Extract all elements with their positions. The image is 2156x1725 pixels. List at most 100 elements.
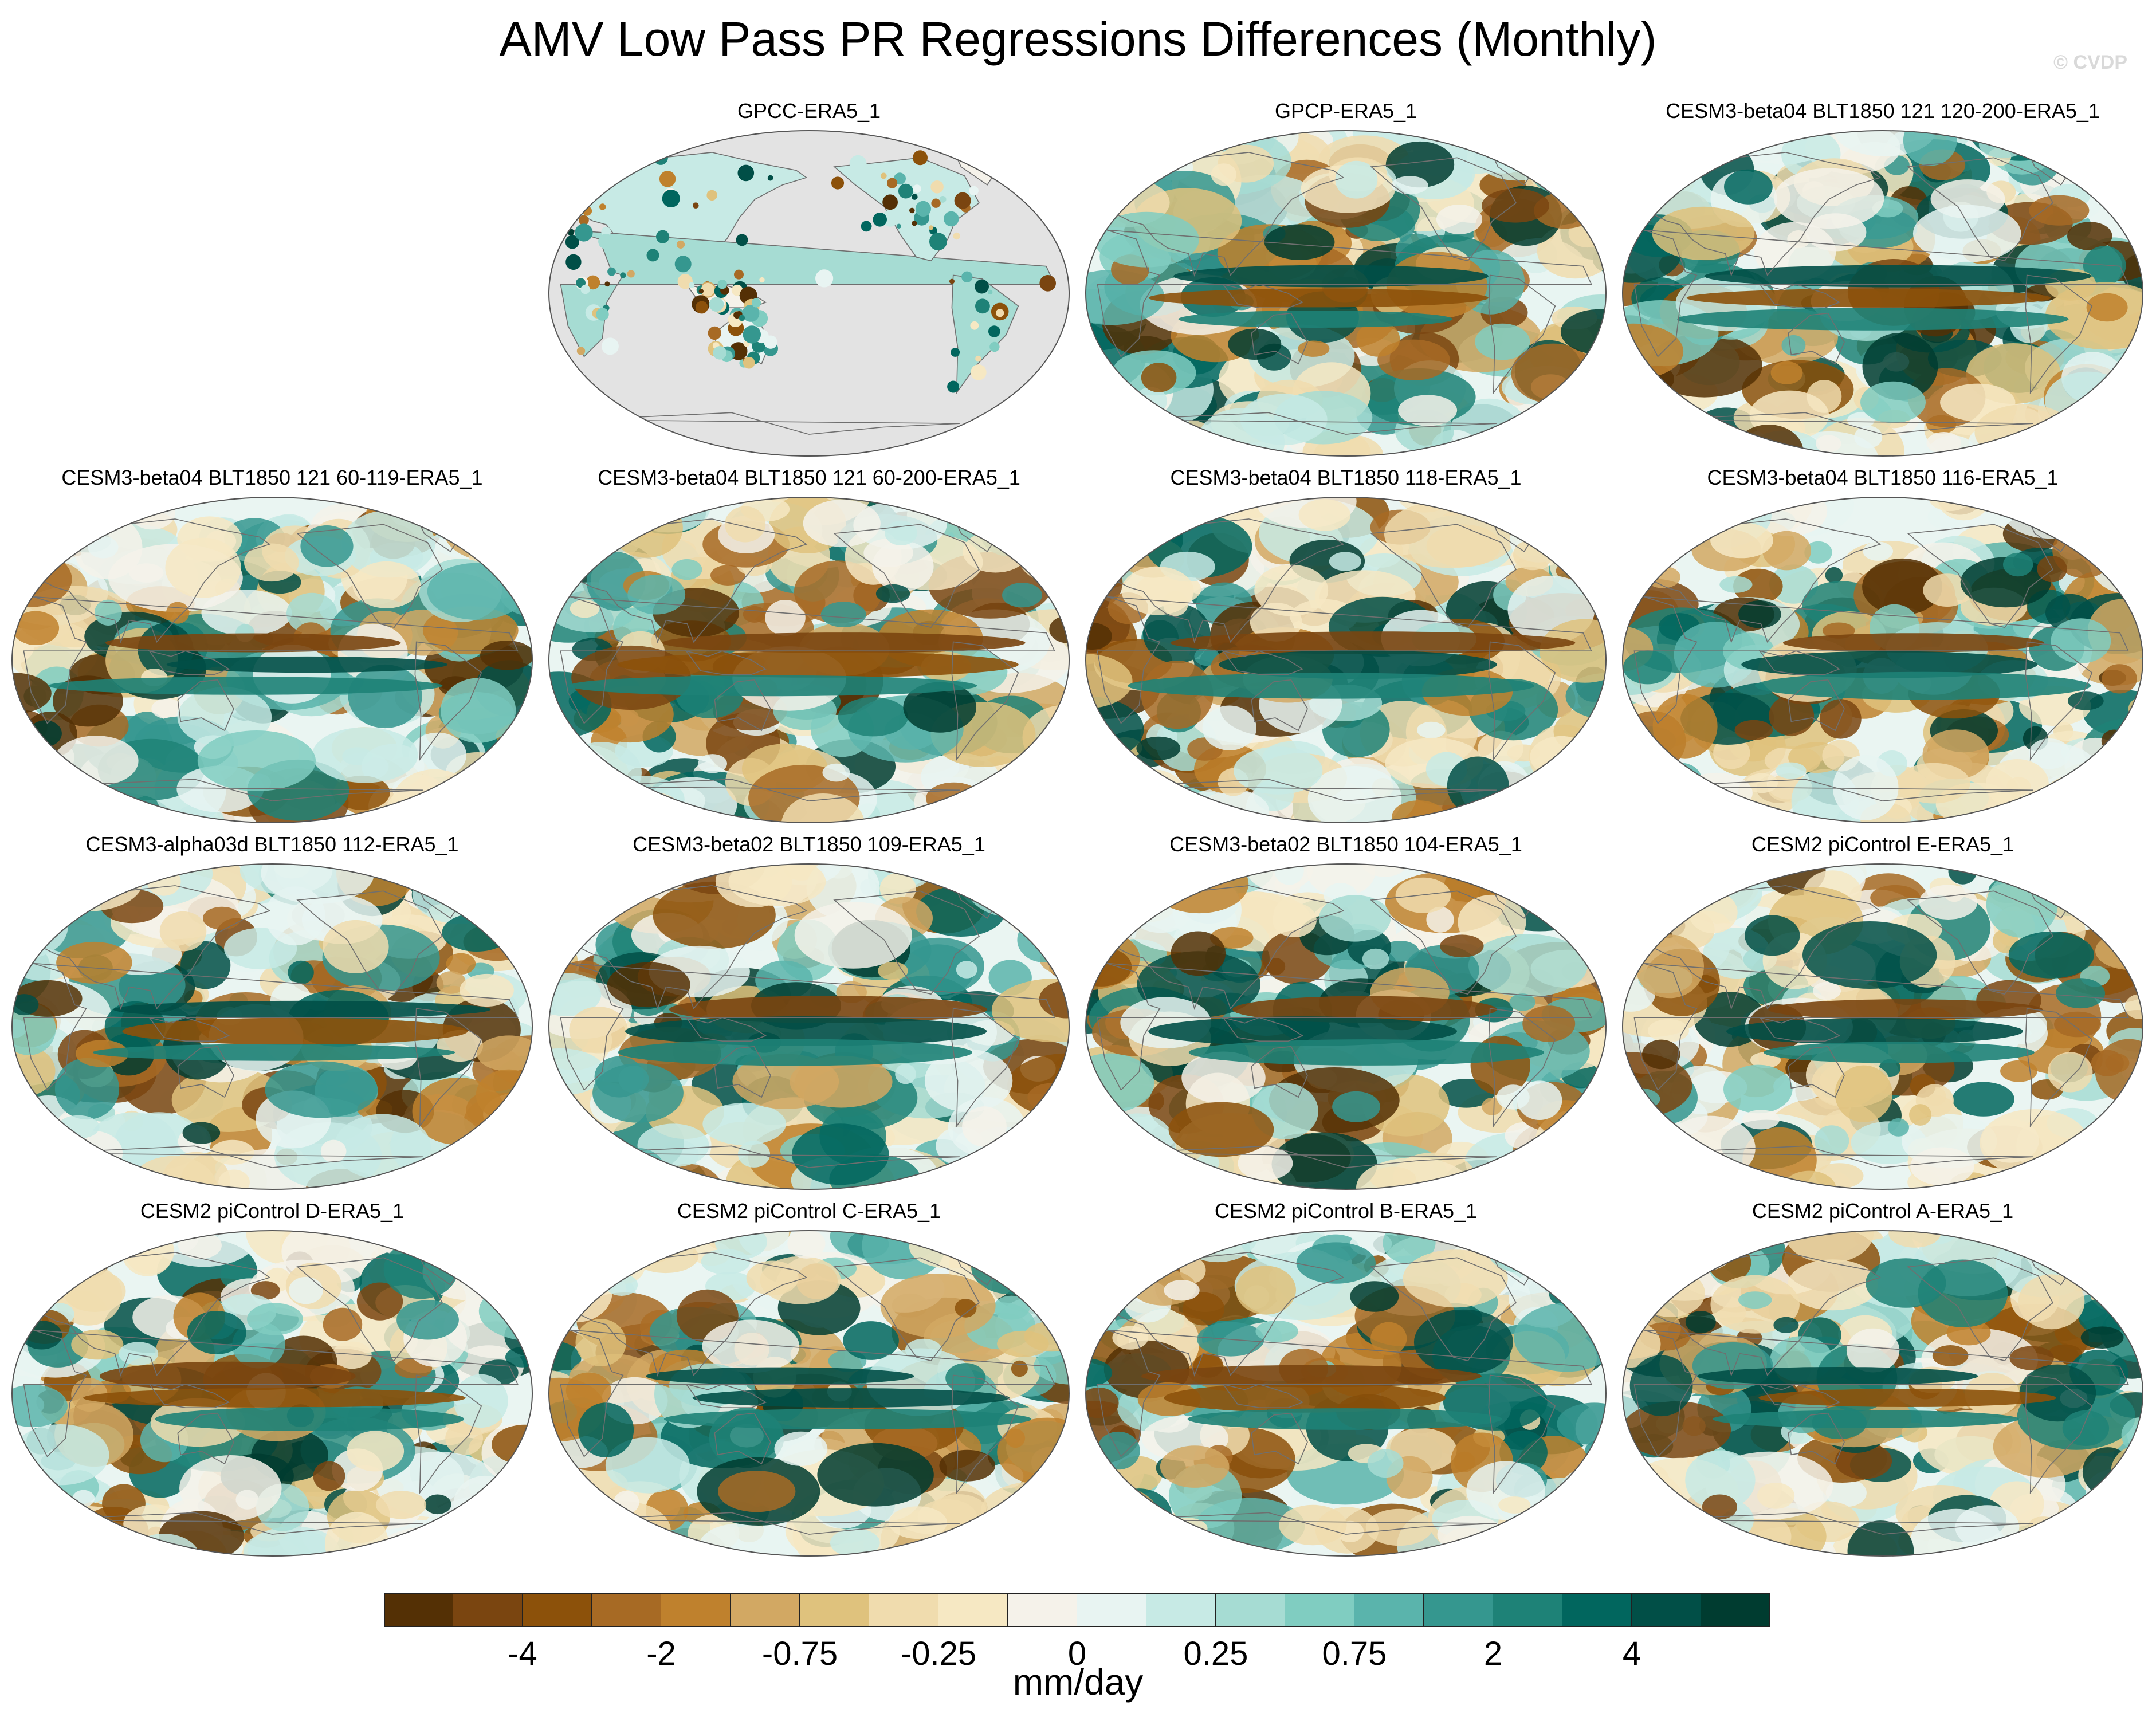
field-patch — [1531, 142, 1585, 180]
field-patch — [1522, 1005, 1576, 1042]
field-patch — [561, 786, 633, 823]
field-patch — [1086, 1150, 1190, 1189]
coastline — [1788, 1412, 1845, 1465]
field-patch — [1527, 131, 1606, 167]
field-patch — [74, 788, 105, 814]
panel-title: CESM3-beta02 BLT1850 104-ERA5_1 — [1169, 832, 1522, 856]
field-patch — [424, 1494, 451, 1515]
field-patch — [334, 1114, 431, 1180]
field-patch — [423, 499, 520, 559]
field-patch — [1623, 555, 1651, 576]
map-panel: CESM2 piControl C-ERA5_1 — [545, 1199, 1073, 1565]
field-patch — [2080, 1326, 2124, 1349]
field-patch — [1774, 168, 1884, 229]
field-patch — [1683, 789, 1723, 823]
field-patch — [1565, 1172, 1606, 1189]
field-patch — [1038, 1525, 1069, 1556]
field-patch — [1813, 981, 1841, 1000]
field-patch — [1710, 522, 1773, 559]
equatorial-band — [692, 1388, 1010, 1408]
field-patch — [1034, 1346, 1069, 1385]
field-patch — [1298, 499, 1351, 531]
field-patch — [1648, 789, 1687, 818]
field-patch — [2088, 864, 2137, 877]
map-outline — [548, 497, 1070, 823]
field-patch — [1426, 906, 1454, 933]
equatorial-band — [1187, 1408, 1502, 1430]
field-patch — [1629, 1355, 1693, 1417]
field-patch — [1319, 895, 1391, 942]
coastline — [414, 641, 482, 761]
field-patch — [993, 763, 1069, 823]
field-patch — [64, 794, 125, 823]
land-patch — [579, 215, 589, 226]
field-patch — [2068, 780, 2130, 814]
field-patch — [2108, 530, 2143, 578]
field-patch — [1296, 1242, 1376, 1284]
equatorial-band — [93, 1044, 455, 1061]
field-patch — [1623, 1231, 1681, 1269]
field-patch — [12, 883, 61, 931]
land-patch — [576, 347, 586, 355]
land-patch — [1039, 275, 1056, 292]
field-patch — [1003, 1248, 1058, 1282]
land-patch — [954, 192, 971, 209]
field-patch — [1745, 915, 1800, 956]
field-patch — [54, 736, 139, 787]
field-patch — [1055, 1168, 1069, 1189]
land-patch — [831, 176, 845, 190]
field-patch — [1385, 141, 1455, 188]
colorbar-swatch — [800, 1593, 869, 1627]
field-patch — [244, 543, 299, 582]
colorbar-swatch — [661, 1593, 731, 1627]
field-patch — [2051, 618, 2111, 663]
coastline — [714, 1046, 771, 1098]
field-patch — [1997, 1535, 2043, 1556]
colorbar-swatch — [1216, 1593, 1285, 1627]
field-patch — [1530, 427, 1606, 456]
equatorial-band — [1704, 265, 2092, 288]
field-patch — [2115, 1244, 2143, 1265]
field-patch — [477, 1035, 532, 1072]
field-patch — [1719, 576, 1753, 593]
field-patch — [1573, 1476, 1600, 1498]
field-patch — [1623, 1113, 1678, 1171]
equatorial-band — [1697, 1367, 1978, 1385]
land-patch — [698, 289, 704, 294]
field-patch — [1636, 1269, 1705, 1317]
field-patch — [973, 497, 1016, 513]
field-patch — [12, 1465, 49, 1523]
land-patch — [929, 233, 947, 251]
coastline — [1251, 679, 1308, 732]
field-patch — [2112, 407, 2143, 456]
field-patch — [1034, 1268, 1069, 1315]
field-patch — [1091, 1294, 1126, 1313]
field-patch — [1007, 1162, 1062, 1189]
coastline — [177, 1412, 234, 1465]
panel-title: GPCC-ERA5_1 — [737, 99, 881, 123]
field-patch — [1652, 206, 1755, 260]
field-patch — [571, 1245, 636, 1281]
field-patch — [737, 1141, 771, 1168]
field-patch — [602, 1247, 645, 1284]
field-patch — [1923, 573, 1972, 607]
field-patch — [2087, 131, 2143, 173]
field-patch — [549, 1262, 590, 1284]
field-patch — [118, 1342, 159, 1366]
field-patch — [21, 1321, 62, 1350]
equatorial-band — [1164, 1383, 1446, 1413]
field-patch — [1563, 505, 1606, 565]
land-patch — [975, 355, 981, 362]
field-patch — [977, 1231, 1069, 1266]
field-patch — [123, 497, 161, 513]
land-patch — [947, 380, 960, 393]
field-patch — [1769, 695, 1815, 736]
field-patch — [994, 497, 1042, 509]
field-patch — [2127, 1123, 2143, 1140]
land-field — [580, 412, 960, 456]
field-patch — [1097, 497, 1199, 530]
field-patch — [1013, 871, 1069, 935]
land-patch — [939, 196, 947, 203]
field-patch — [482, 1249, 532, 1296]
field-patch — [596, 1525, 650, 1556]
